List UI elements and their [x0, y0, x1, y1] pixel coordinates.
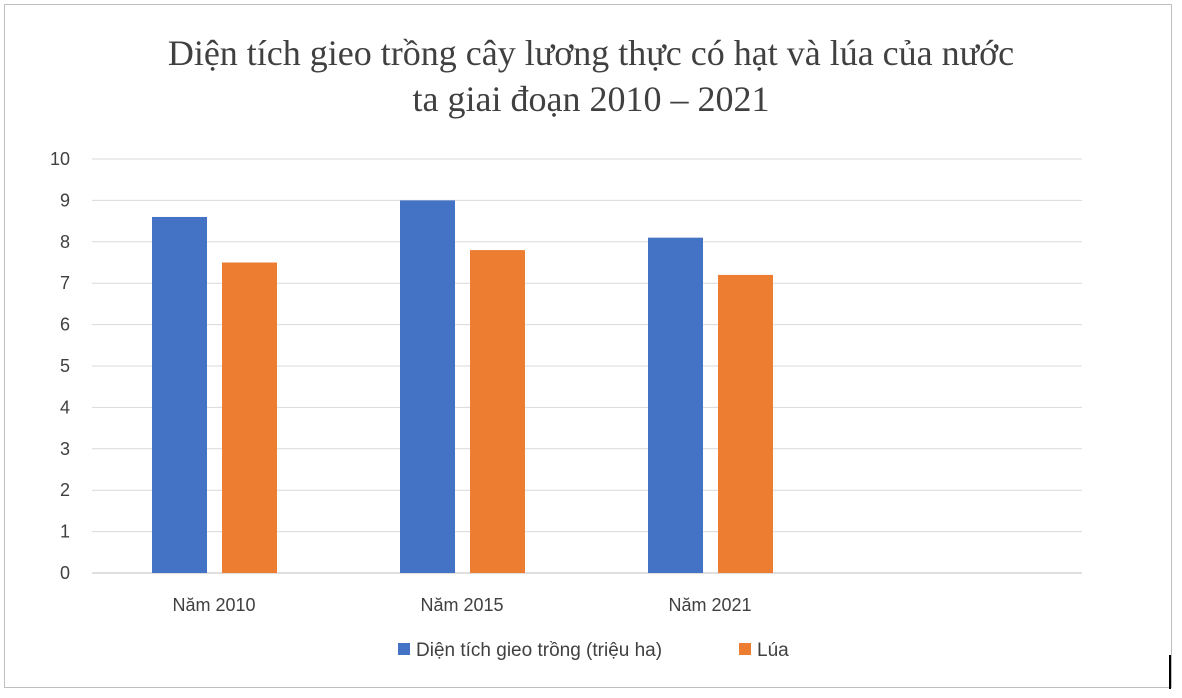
legend-label-1: Diện tích gieo trồng (triệu ha) — [416, 640, 662, 661]
y-tick-label-1: 1 — [60, 522, 70, 542]
chart-title-line-1: Diện tích gieo trồng cây lương thực có h… — [167, 33, 1015, 73]
bar-series-2-1 — [222, 262, 277, 573]
y-tick-label-8: 8 — [60, 232, 70, 252]
y-tick-label-3: 3 — [60, 439, 70, 459]
y-tick-label-10: 10 — [50, 149, 70, 169]
chart-title: Diện tích gieo trồng cây lương thực có h… — [0, 30, 1182, 122]
x-tick-label-2: Năm 2015 — [420, 595, 503, 615]
y-tick-label-0: 0 — [60, 563, 70, 583]
bar-series-1-3 — [648, 237, 703, 573]
x-tick-label-3: Năm 2021 — [668, 595, 751, 615]
y-tick-label-9: 9 — [60, 190, 70, 210]
bar-series-2-2 — [470, 250, 525, 573]
y-tick-label-5: 5 — [60, 356, 70, 376]
y-tick-label-4: 4 — [60, 397, 70, 417]
y-tick-label-6: 6 — [60, 315, 70, 335]
legend-swatch-1 — [398, 643, 410, 655]
x-tick-label-1: Năm 2010 — [172, 595, 255, 615]
legend-swatch-2 — [739, 643, 751, 655]
bar-series-1-1 — [152, 216, 207, 573]
edge-mark — [1169, 655, 1171, 689]
y-tick-label-7: 7 — [60, 273, 70, 293]
bar-series-1-2 — [400, 200, 455, 573]
chart-title-line-2: ta giai đoạn 2010 – 2021 — [412, 79, 770, 119]
bar-series-2-3 — [718, 274, 773, 573]
legend-label-2: Lúa — [757, 640, 789, 661]
y-tick-label-2: 2 — [60, 480, 70, 500]
